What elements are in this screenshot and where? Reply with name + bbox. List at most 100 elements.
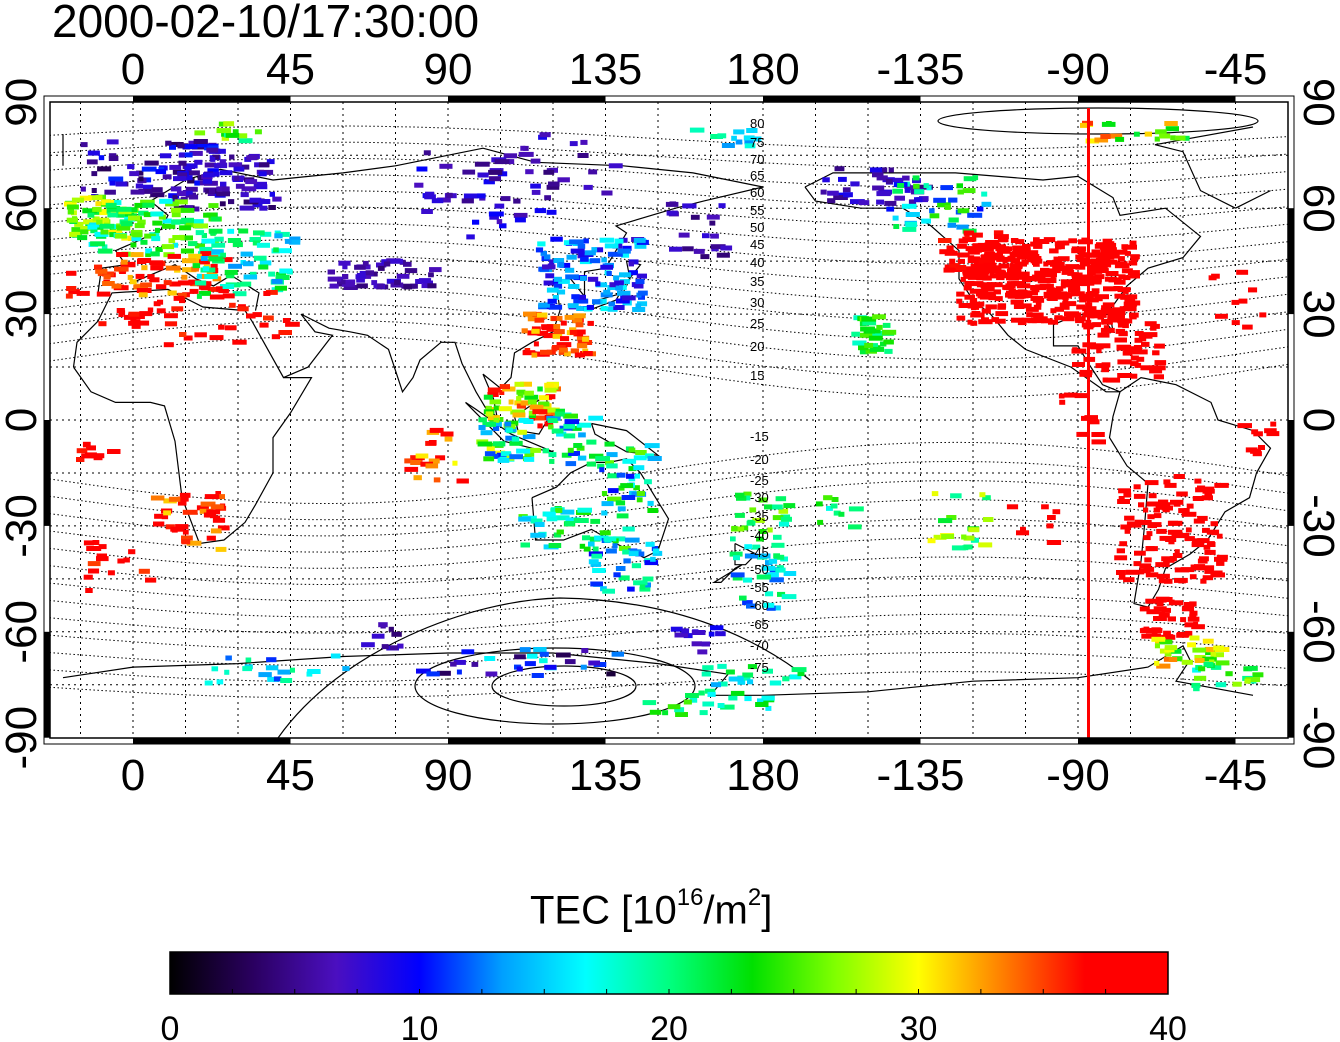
south-pole-oval-outer bbox=[414, 647, 696, 725]
tec-cell bbox=[1109, 259, 1118, 265]
tec-cell bbox=[1270, 421, 1277, 427]
tec-cell bbox=[720, 245, 733, 251]
tec-cell bbox=[697, 649, 708, 655]
tec-cell bbox=[970, 320, 978, 326]
right-latitude-label: 0 bbox=[1294, 408, 1340, 432]
tec-cell bbox=[1225, 671, 1233, 677]
tec-cell bbox=[182, 267, 197, 273]
tec-cell bbox=[453, 659, 466, 665]
tec-cell bbox=[1059, 399, 1066, 405]
tec-cell bbox=[728, 676, 744, 682]
tec-cell bbox=[107, 212, 118, 218]
tec-cell bbox=[622, 245, 632, 251]
tec-cell bbox=[76, 457, 85, 462]
tec-cell bbox=[1176, 491, 1188, 497]
tec-cell bbox=[208, 188, 216, 194]
tec-cell bbox=[271, 334, 280, 340]
tec-cell bbox=[958, 303, 973, 308]
tec-cell bbox=[1236, 269, 1249, 275]
tec-cell bbox=[761, 695, 775, 701]
tec-cell bbox=[620, 279, 630, 285]
tec-cell bbox=[647, 456, 662, 461]
tec-cell bbox=[202, 178, 213, 184]
tec-cell bbox=[588, 169, 598, 175]
tec-cell bbox=[701, 671, 711, 677]
tec-cell bbox=[1155, 596, 1170, 602]
tec-cell bbox=[137, 219, 146, 225]
tec-cell bbox=[573, 313, 586, 319]
outer-border bbox=[43, 95, 1295, 745]
tec-cell bbox=[1118, 488, 1131, 494]
colorbar-label-suffix: ] bbox=[761, 888, 773, 933]
tec-cell bbox=[362, 260, 369, 266]
tec-cell bbox=[1192, 667, 1201, 673]
tec-cell bbox=[165, 524, 175, 530]
tec-cell bbox=[1010, 299, 1024, 305]
colorbar-label-unit-exponent: 2 bbox=[747, 884, 762, 911]
tec-cell bbox=[1102, 238, 1113, 244]
tec-cell bbox=[978, 259, 993, 265]
tec-cell bbox=[605, 460, 614, 466]
tec-cell bbox=[531, 673, 544, 678]
tec-cell bbox=[1058, 256, 1070, 262]
tec-cell bbox=[260, 231, 272, 237]
tec-cell bbox=[948, 197, 958, 203]
tec-cell bbox=[633, 485, 640, 491]
tec-cell bbox=[543, 169, 555, 175]
tec-cell bbox=[183, 175, 193, 181]
tec-cell bbox=[431, 198, 444, 204]
tec-cell bbox=[1068, 287, 1081, 293]
tec-cell bbox=[198, 290, 211, 296]
coastline-segment bbox=[72, 288, 313, 545]
tec-cell bbox=[199, 259, 210, 265]
tec-cell bbox=[1183, 602, 1195, 607]
tec-cell bbox=[919, 196, 929, 202]
tec-cell bbox=[1005, 292, 1018, 298]
colorbar-label-prefix: TEC [10 bbox=[530, 888, 677, 933]
tec-cell bbox=[565, 517, 581, 523]
right-latitude-label: 30 bbox=[1294, 290, 1340, 339]
tec-cell bbox=[1033, 243, 1043, 249]
tec-cell bbox=[225, 655, 232, 661]
tec-cell bbox=[963, 544, 973, 550]
tec-cell bbox=[623, 558, 631, 564]
tec-cell bbox=[544, 254, 551, 260]
tec-cell bbox=[1114, 293, 1126, 299]
tec-cell bbox=[196, 293, 202, 299]
tec-cell bbox=[1138, 502, 1145, 508]
tec-cell bbox=[217, 525, 230, 531]
tec-cell bbox=[524, 451, 535, 457]
tec-cell bbox=[564, 659, 576, 665]
tec-cell bbox=[404, 466, 419, 472]
tec-cell bbox=[981, 286, 995, 292]
tec-cell bbox=[1113, 286, 1120, 291]
tec-cell bbox=[968, 527, 980, 533]
tec-cell bbox=[1124, 528, 1131, 534]
tec-cell bbox=[456, 478, 469, 484]
tec-cell bbox=[1048, 319, 1059, 325]
tec-cell bbox=[594, 535, 609, 541]
tec-cell bbox=[371, 633, 385, 639]
tec-cell bbox=[234, 176, 240, 182]
tec-cell bbox=[912, 178, 921, 184]
tec-cell bbox=[731, 525, 738, 531]
tec-cell bbox=[456, 669, 462, 675]
tec-cell bbox=[542, 264, 556, 270]
tec-cell bbox=[1211, 273, 1220, 279]
tec-cell bbox=[1094, 137, 1109, 143]
tec-cell bbox=[410, 283, 418, 289]
tec-cell bbox=[289, 236, 301, 242]
tec-cell bbox=[984, 251, 995, 257]
tec-cell bbox=[1193, 686, 1200, 692]
tec-cell bbox=[872, 185, 885, 191]
tec-cell bbox=[102, 271, 114, 277]
contour-label: 35 bbox=[750, 274, 764, 289]
tec-cell bbox=[531, 189, 541, 195]
left-latitude-label: -90 bbox=[0, 706, 46, 770]
tec-cell bbox=[273, 247, 279, 253]
tec-cell bbox=[1133, 493, 1146, 499]
tec-cell bbox=[589, 258, 601, 264]
tec-cell bbox=[227, 238, 241, 243]
tec-cell bbox=[905, 222, 918, 227]
tec-cell bbox=[817, 519, 824, 525]
